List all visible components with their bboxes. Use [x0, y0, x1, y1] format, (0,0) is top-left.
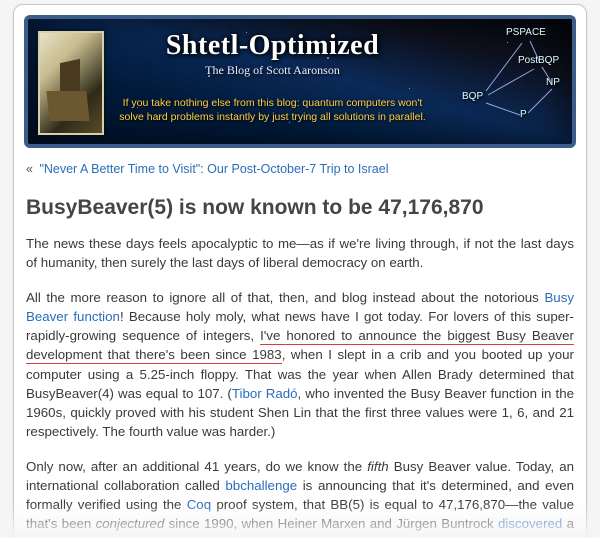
- link-discovered[interactable]: discovered: [498, 516, 562, 531]
- prev-post-link[interactable]: "Never A Better Time to Visit": Our Post…: [39, 162, 388, 176]
- chevron-left-icon: «: [26, 162, 33, 176]
- diagram-node-np: NP: [546, 77, 560, 88]
- banner-text-block: Shtetl-Optimized The Blog of Scott Aaron…: [113, 27, 432, 124]
- prev-post-nav: « "Never A Better Time to Visit": Our Po…: [26, 162, 574, 176]
- diagram-node-postbqp: PostBQP: [518, 55, 559, 66]
- page-card: Shtetl-Optimized The Blog of Scott Aaron…: [13, 4, 587, 538]
- diagram-node-pspace: PSPACE: [506, 27, 546, 38]
- diagram-node-p: P: [520, 109, 527, 120]
- banner-painting-thumbnail: [38, 31, 104, 135]
- link-tibor-rado[interactable]: Tibor Radó: [232, 386, 298, 401]
- post-paragraph-2: All the more reason to ignore all of tha…: [26, 288, 574, 442]
- link-bbchallenge[interactable]: bbchallenge: [225, 478, 297, 493]
- diagram-node-bqp: BQP: [462, 91, 483, 102]
- link-coq[interactable]: Coq: [187, 497, 211, 512]
- post-paragraph-3: Only now, after an additional 41 years, …: [26, 457, 574, 538]
- blog-banner: Shtetl-Optimized The Blog of Scott Aaron…: [24, 15, 576, 148]
- complexity-class-diagram: PSPACE PostBQP NP P BQP: [444, 25, 566, 137]
- post-body: The news these days feels apocalyptic to…: [24, 234, 576, 538]
- post-paragraph-1: The news these days feels apocalyptic to…: [26, 234, 574, 273]
- blog-tagline: If you take nothing else from this blog:…: [113, 96, 432, 124]
- post-title[interactable]: BusyBeaver(5) is now known to be 47,176,…: [26, 196, 574, 220]
- blog-title[interactable]: Shtetl-Optimized: [113, 30, 432, 62]
- blog-subtitle: The Blog of Scott Aaronson: [113, 63, 432, 78]
